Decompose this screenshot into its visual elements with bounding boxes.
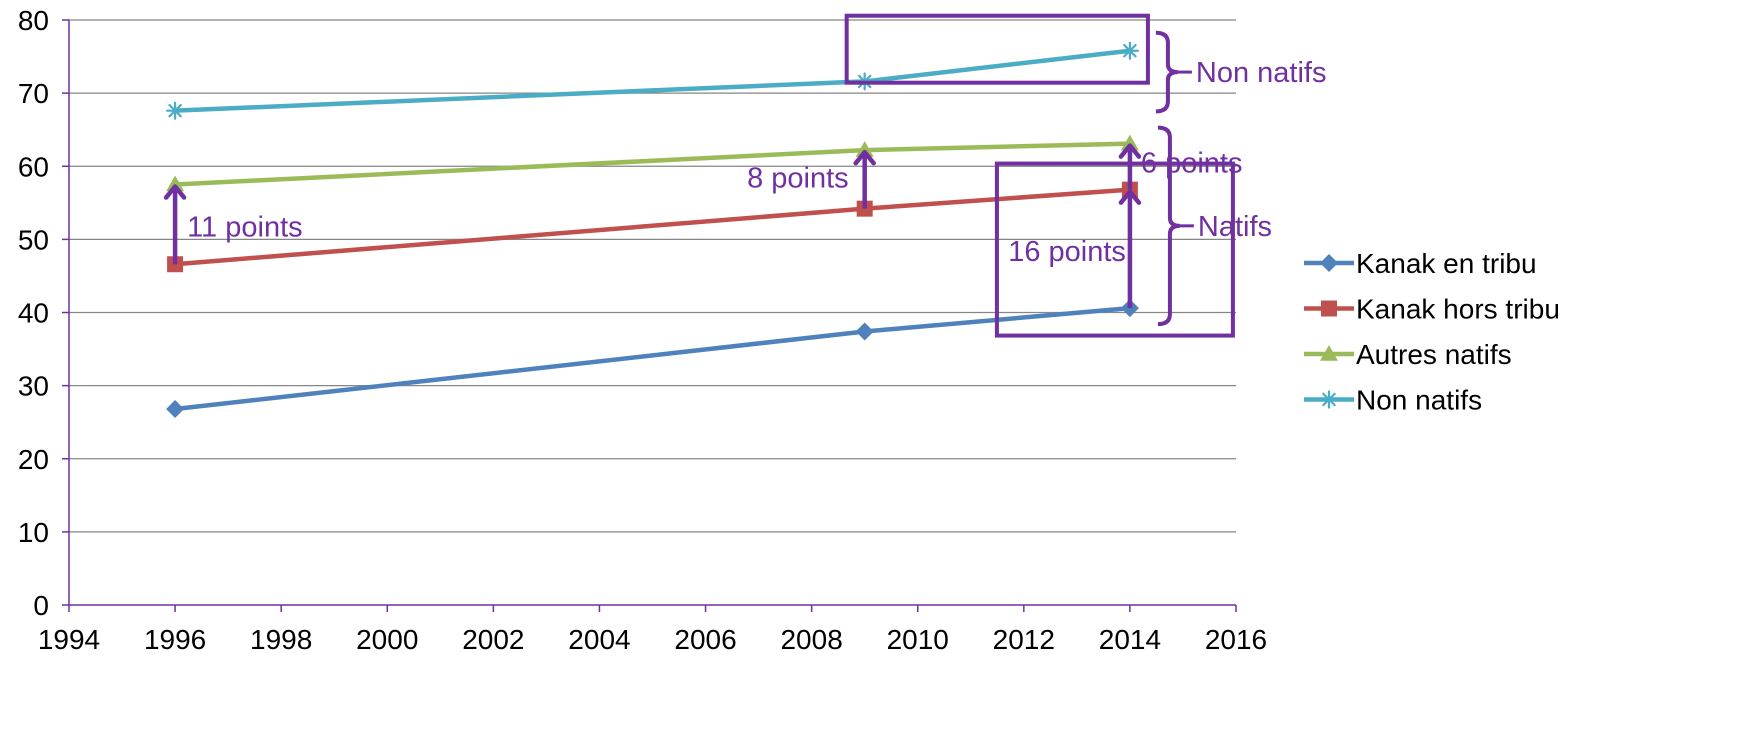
x-tick-label: 2014 <box>1099 624 1161 655</box>
data-point-autres-natifs <box>166 175 185 192</box>
arrow-head <box>853 149 876 166</box>
x-tick-label: 2010 <box>887 624 949 655</box>
legend-label: Autres natifs <box>1356 339 1512 370</box>
series-line-kanak-en-tribu <box>174 305 1131 412</box>
group-label: Non natifs <box>1196 57 1327 89</box>
data-point-non-natifs <box>165 101 185 120</box>
gap-label: 11 points <box>187 211 303 243</box>
legend: Kanak en tribu Kanak hors tribu Autres nat… <box>1304 248 1560 416</box>
data-point-kanak-en-tribu <box>855 322 874 341</box>
x-tick-label: 2000 <box>356 624 418 655</box>
grid-lines <box>69 19 1236 533</box>
legend-marker <box>1320 254 1338 272</box>
x-tick-label: 1994 <box>38 624 100 655</box>
gap-arrow <box>853 149 876 209</box>
highlight-box-non-natifs <box>844 13 1150 85</box>
y-tick-label: 20 <box>18 444 49 475</box>
y-tick-label: 10 <box>18 517 49 548</box>
x-tick-label: 2012 <box>993 624 1055 655</box>
x-tick-label: 2008 <box>780 624 842 655</box>
x-tick-label: 2016 <box>1205 624 1267 655</box>
legend-label: Kanak en tribu <box>1356 248 1537 279</box>
gap-label: 16 points <box>1008 236 1126 268</box>
gap-arrow <box>1118 143 1142 190</box>
y-tick-label: 60 <box>18 151 49 182</box>
data-point-non-natifs <box>1120 41 1140 60</box>
data-point-autres-natifs <box>855 141 874 157</box>
group-label: Natifs <box>1198 211 1272 243</box>
series-line-kanak-hors-tribu <box>174 187 1131 267</box>
x-tick-label: 2004 <box>568 624 630 655</box>
arrow-head <box>1118 189 1142 205</box>
legend-entry: Non natifs <box>1304 385 1482 416</box>
gap-arrow <box>163 184 187 265</box>
y-tick-label: 80 <box>18 5 49 36</box>
gap-label: 8 points <box>747 162 849 194</box>
series-line-autres-natifs <box>174 141 1130 187</box>
arrow-head <box>1118 143 1142 159</box>
legend-label: Non natifs <box>1356 385 1482 416</box>
x-tick-label: 1998 <box>250 624 312 655</box>
legend-marker <box>1320 345 1338 361</box>
legend-label: Kanak hors tribu <box>1356 294 1560 325</box>
x-tick-label: 2002 <box>462 624 524 655</box>
x-tick-label: 1996 <box>144 624 206 655</box>
series-line-non-natifs <box>174 48 1131 113</box>
y-tick-label: 40 <box>18 298 49 329</box>
data-point-kanak-en-tribu <box>166 400 185 419</box>
y-tick-label: 50 <box>18 224 49 255</box>
legend-entry: Autres natifs <box>1304 339 1512 370</box>
legend-marker <box>1319 390 1339 409</box>
y-tick-label: 70 <box>18 78 49 109</box>
x-tick-label: 2006 <box>674 624 736 655</box>
legend-marker <box>1321 300 1337 317</box>
brace <box>1155 30 1178 114</box>
series-group <box>165 41 1140 419</box>
y-axis-ticks: 0 10 20 30 40 50 60 70 80 <box>18 5 69 621</box>
y-tick-label: 30 <box>18 371 49 402</box>
arrow-head <box>163 184 187 200</box>
legend-entry: Kanak en tribu <box>1304 248 1537 279</box>
legend-entry: Kanak hors tribu <box>1304 294 1560 325</box>
data-point-autres-natifs <box>1120 134 1139 151</box>
y-tick-label: 0 <box>33 590 49 621</box>
x-axis-ticks: 1994 1996 1998 2000 2002 2004 2006 2008 2010 2012… <box>38 605 1267 655</box>
highlight-box-2014 <box>994 161 1235 338</box>
gap-arrow <box>1118 189 1142 309</box>
